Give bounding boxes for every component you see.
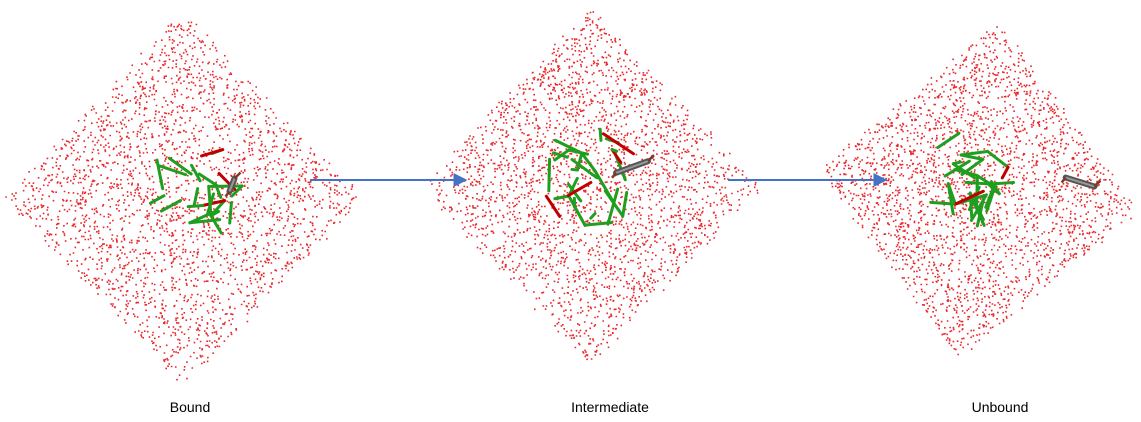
ligand-bond — [1093, 179, 1102, 188]
host-bond — [929, 200, 955, 206]
host-bond — [953, 189, 985, 206]
host-bond — [946, 182, 955, 216]
host-bond — [207, 184, 213, 218]
host-bond — [200, 148, 225, 158]
host-bond — [575, 151, 584, 172]
host-bond — [157, 164, 188, 177]
panel-label: Unbound — [972, 399, 1029, 415]
host-bond — [943, 159, 971, 178]
host-bond — [155, 158, 165, 191]
host-bond — [969, 193, 988, 222]
host-bond — [593, 169, 615, 204]
host-bond — [190, 163, 202, 183]
ligand-bond — [1065, 176, 1095, 188]
ligand-bond — [647, 154, 655, 163]
host-bond — [988, 181, 1016, 186]
ligand-bond — [615, 160, 649, 174]
host-bond — [197, 172, 219, 187]
host-bond — [936, 131, 961, 150]
host-bond — [230, 184, 244, 198]
host-bond — [984, 180, 1001, 196]
ligand-bond — [224, 190, 231, 198]
host-bond — [986, 149, 1010, 169]
host-bond — [566, 180, 593, 198]
host-bond — [186, 204, 205, 209]
host-bond — [188, 210, 214, 225]
host-bond — [621, 190, 629, 218]
host-bond — [589, 211, 597, 220]
panel-label: Intermediate — [571, 399, 649, 415]
host-bond — [601, 132, 635, 156]
ligand-bond — [611, 172, 618, 179]
host-bond — [1000, 165, 1010, 180]
host-bond — [598, 127, 603, 142]
panel-label: Bound — [170, 399, 210, 415]
host-bond — [952, 163, 977, 180]
host-bond — [553, 194, 571, 201]
host-bond — [553, 148, 571, 162]
host-bond — [567, 194, 587, 227]
host-bond — [547, 157, 552, 193]
ligand-bond — [233, 171, 242, 180]
water-molecules — [429, 11, 759, 361]
host-bond — [959, 149, 990, 157]
host-bond — [570, 158, 599, 180]
ligand-bond — [228, 178, 236, 192]
snapshots — [5, 11, 1133, 381]
host-bond — [159, 198, 183, 213]
host-bond — [148, 194, 166, 205]
host-bond — [606, 187, 620, 226]
host-bond — [201, 199, 227, 208]
host-bond — [544, 194, 562, 218]
host-bond — [610, 148, 619, 153]
host-bond — [167, 156, 193, 176]
host-bond — [192, 187, 200, 208]
host-bond — [228, 201, 233, 225]
host-bond — [567, 148, 590, 156]
host-bond — [209, 214, 223, 235]
ligand-bond — [1060, 176, 1067, 184]
host-bond — [205, 192, 216, 217]
host-bond — [580, 151, 597, 173]
host-bond — [213, 182, 223, 199]
